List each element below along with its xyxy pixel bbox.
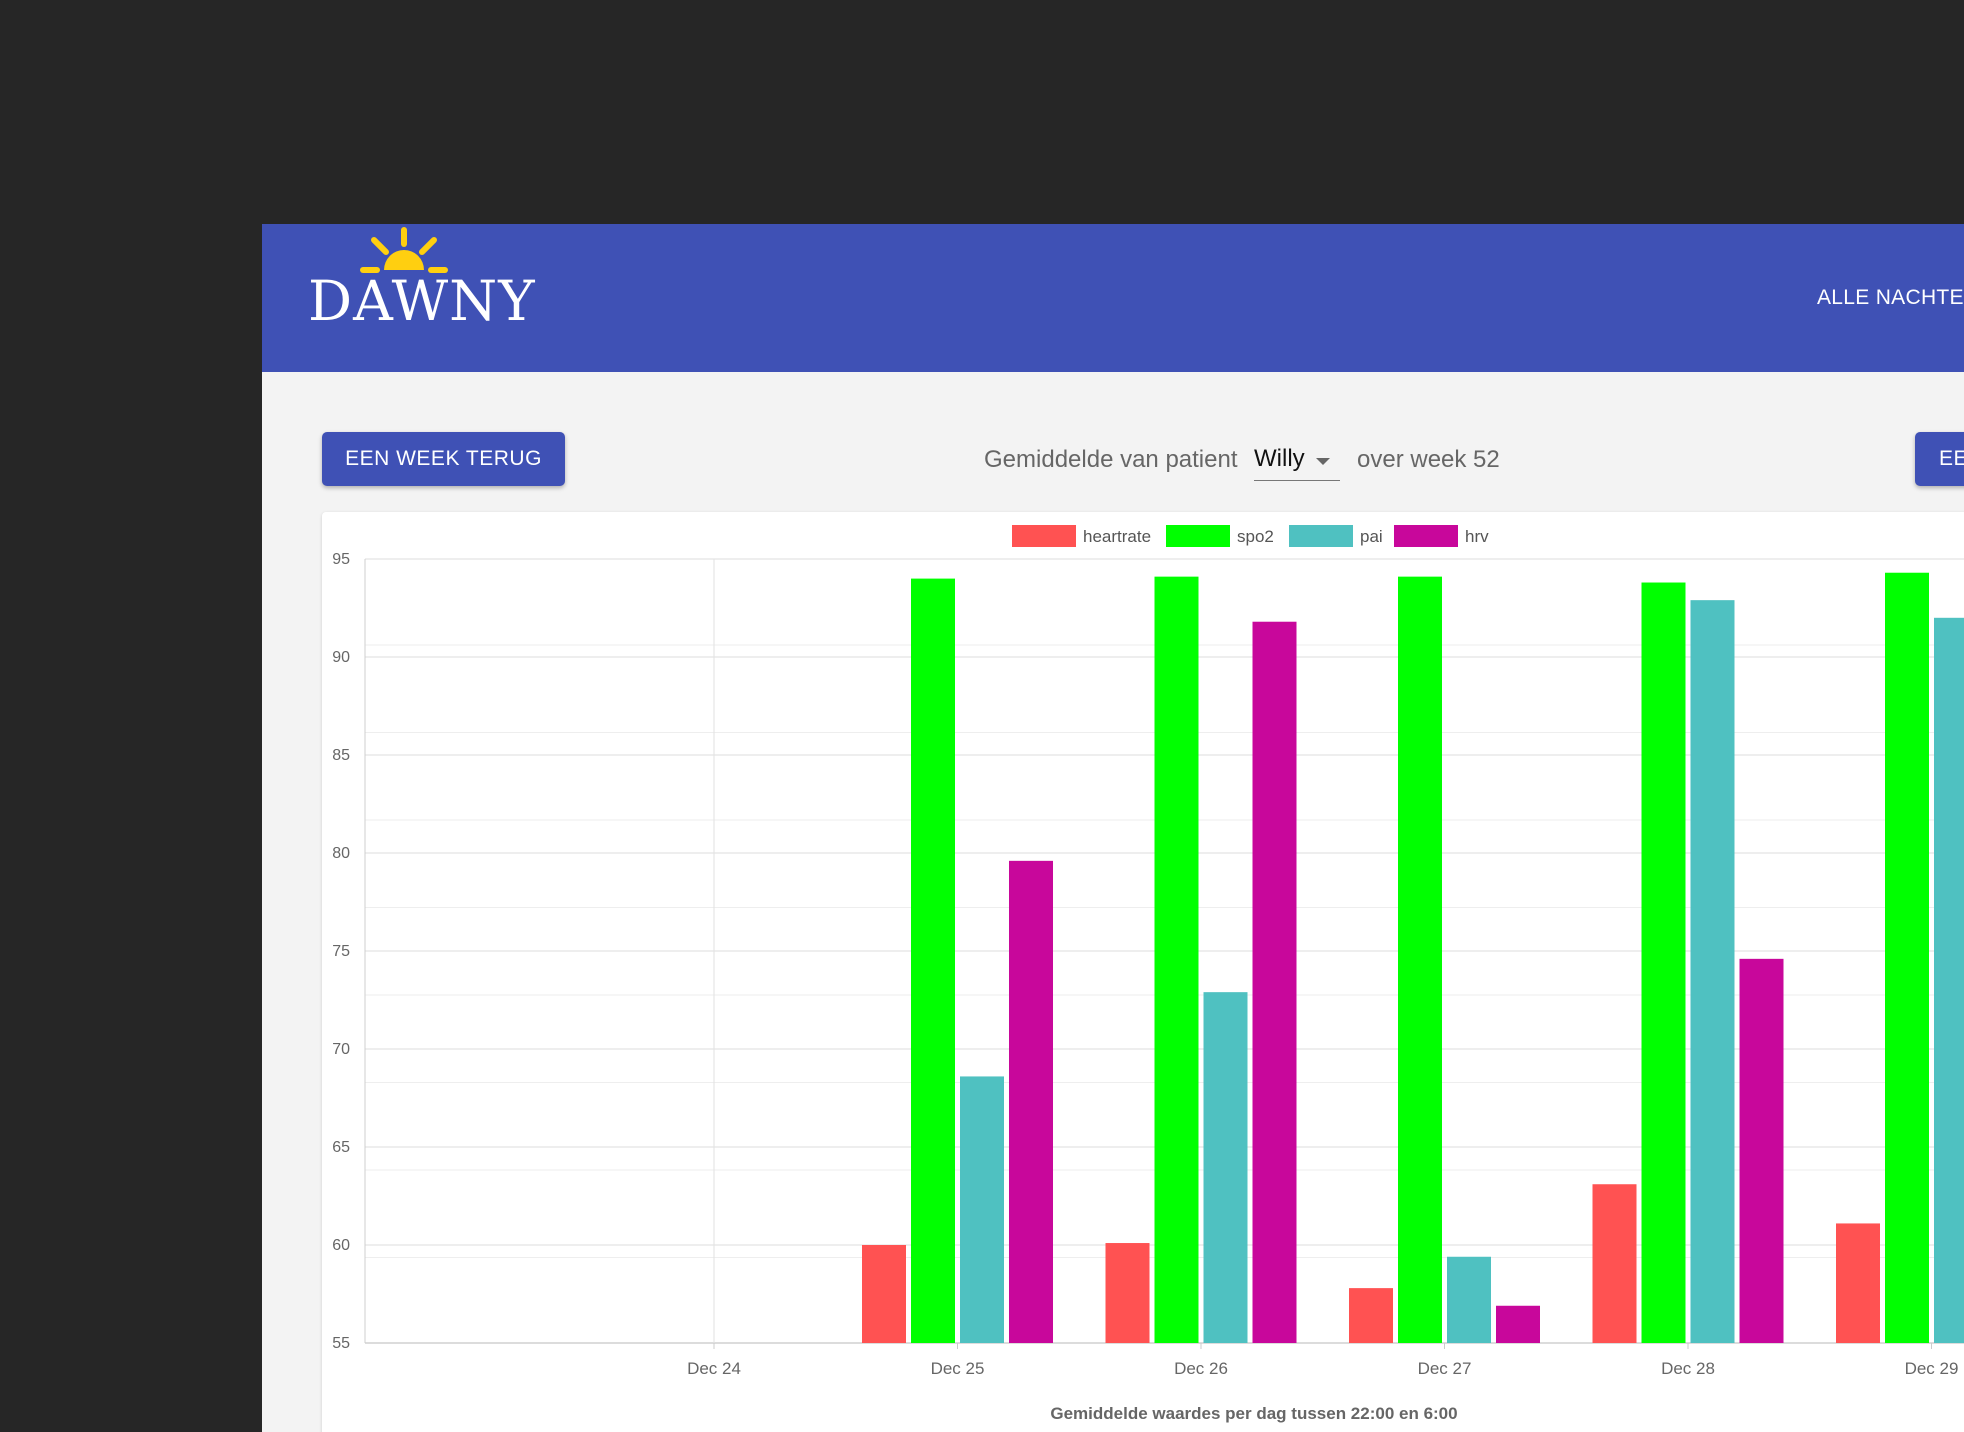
week-controls: EEN WEEK TERUG Gemiddelde van patient Wi… [262,372,1964,512]
bar-chart: 55 60 65 70 75 80 85 90 95 Dec 24 Dec 25 Dec 26 Dec … [332,525,1964,1423]
previous-week-button[interactable]: EEN WEEK TERUG [322,432,565,486]
bar-hrv [1252,621,1297,1343]
y-tick-label: 60 [332,1237,350,1254]
y-tick-label: 65 [332,1139,350,1156]
y-tick-label: 85 [332,747,350,764]
y-tick-label: 70 [332,1041,350,1058]
x-tick-label: Dec 25 [931,1359,985,1378]
bar-heartrate [1349,1288,1393,1343]
bar-heartrate [862,1245,906,1343]
legend-swatch-spo2 [1166,525,1230,547]
logo[interactable]: DAWNY [308,224,535,334]
nav-link-all-nights[interactable]: ALLE NACHTE [1817,286,1964,309]
legend-swatch-heartrate [1012,525,1076,547]
legend-label-pai: pai [1360,527,1383,546]
chart-card: 55 60 65 70 75 80 85 90 95 Dec 24 Dec 25 Dec 26 Dec … [322,512,1964,1432]
bar-spo2 [1398,576,1442,1343]
heading-suffix: over week 52 [1357,446,1500,473]
bar-heartrate [1105,1243,1150,1343]
bar-spo2 [1154,576,1199,1343]
app-window: DAWNY ALLE NACHTE EEN WEEK TERUG Gemidde… [262,224,1964,1432]
next-week-button[interactable]: EE [1915,432,1964,486]
x-tick-label: Dec 26 [1174,1359,1228,1378]
sun-icon [360,227,448,273]
x-tick-label: Dec 29 [1905,1359,1959,1378]
bar-hrv [1496,1305,1540,1343]
bar-spo2 [911,578,955,1343]
logo-text: DAWNY [308,269,536,333]
y-tick-label: 75 [332,943,350,960]
bar-pai [960,1076,1004,1343]
x-tick-label: Dec 27 [1418,1359,1472,1378]
x-tick-label: Dec 28 [1661,1359,1715,1378]
legend-label-heartrate: heartrate [1083,527,1151,546]
patient-select[interactable]: Willy [1254,442,1340,481]
legend-label-spo2: spo2 [1237,527,1274,546]
y-tick-label: 95 [332,551,350,568]
bar-pai [1690,600,1735,1343]
app-header: DAWNY ALLE NACHTE [262,224,1964,372]
y-tick-label: 80 [332,845,350,862]
x-axis-title: Gemiddelde waardes per dag tussen 22:00 … [1050,1404,1457,1423]
bar-hrv [1739,958,1784,1343]
heading-prefix: Gemiddelde van patient [984,446,1238,473]
bar-pai [1447,1256,1491,1343]
legend-swatch-hrv [1394,525,1458,547]
bar-heartrate [1836,1223,1880,1343]
patient-select-value: Willy [1254,445,1305,472]
bar-hrv [1009,860,1053,1343]
bar-spo2 [1885,572,1929,1343]
y-tick-label: 90 [332,649,350,666]
legend-swatch-pai [1289,525,1353,547]
bar-spo2 [1641,582,1686,1343]
bar-heartrate [1592,1184,1637,1343]
chevron-down-icon [1316,458,1330,465]
bar-pai [1934,617,1964,1343]
legend-label-hrv: hrv [1465,527,1489,546]
bar-pai [1203,992,1248,1343]
x-tick-label: Dec 24 [687,1359,741,1378]
y-tick-label: 55 [332,1335,350,1352]
